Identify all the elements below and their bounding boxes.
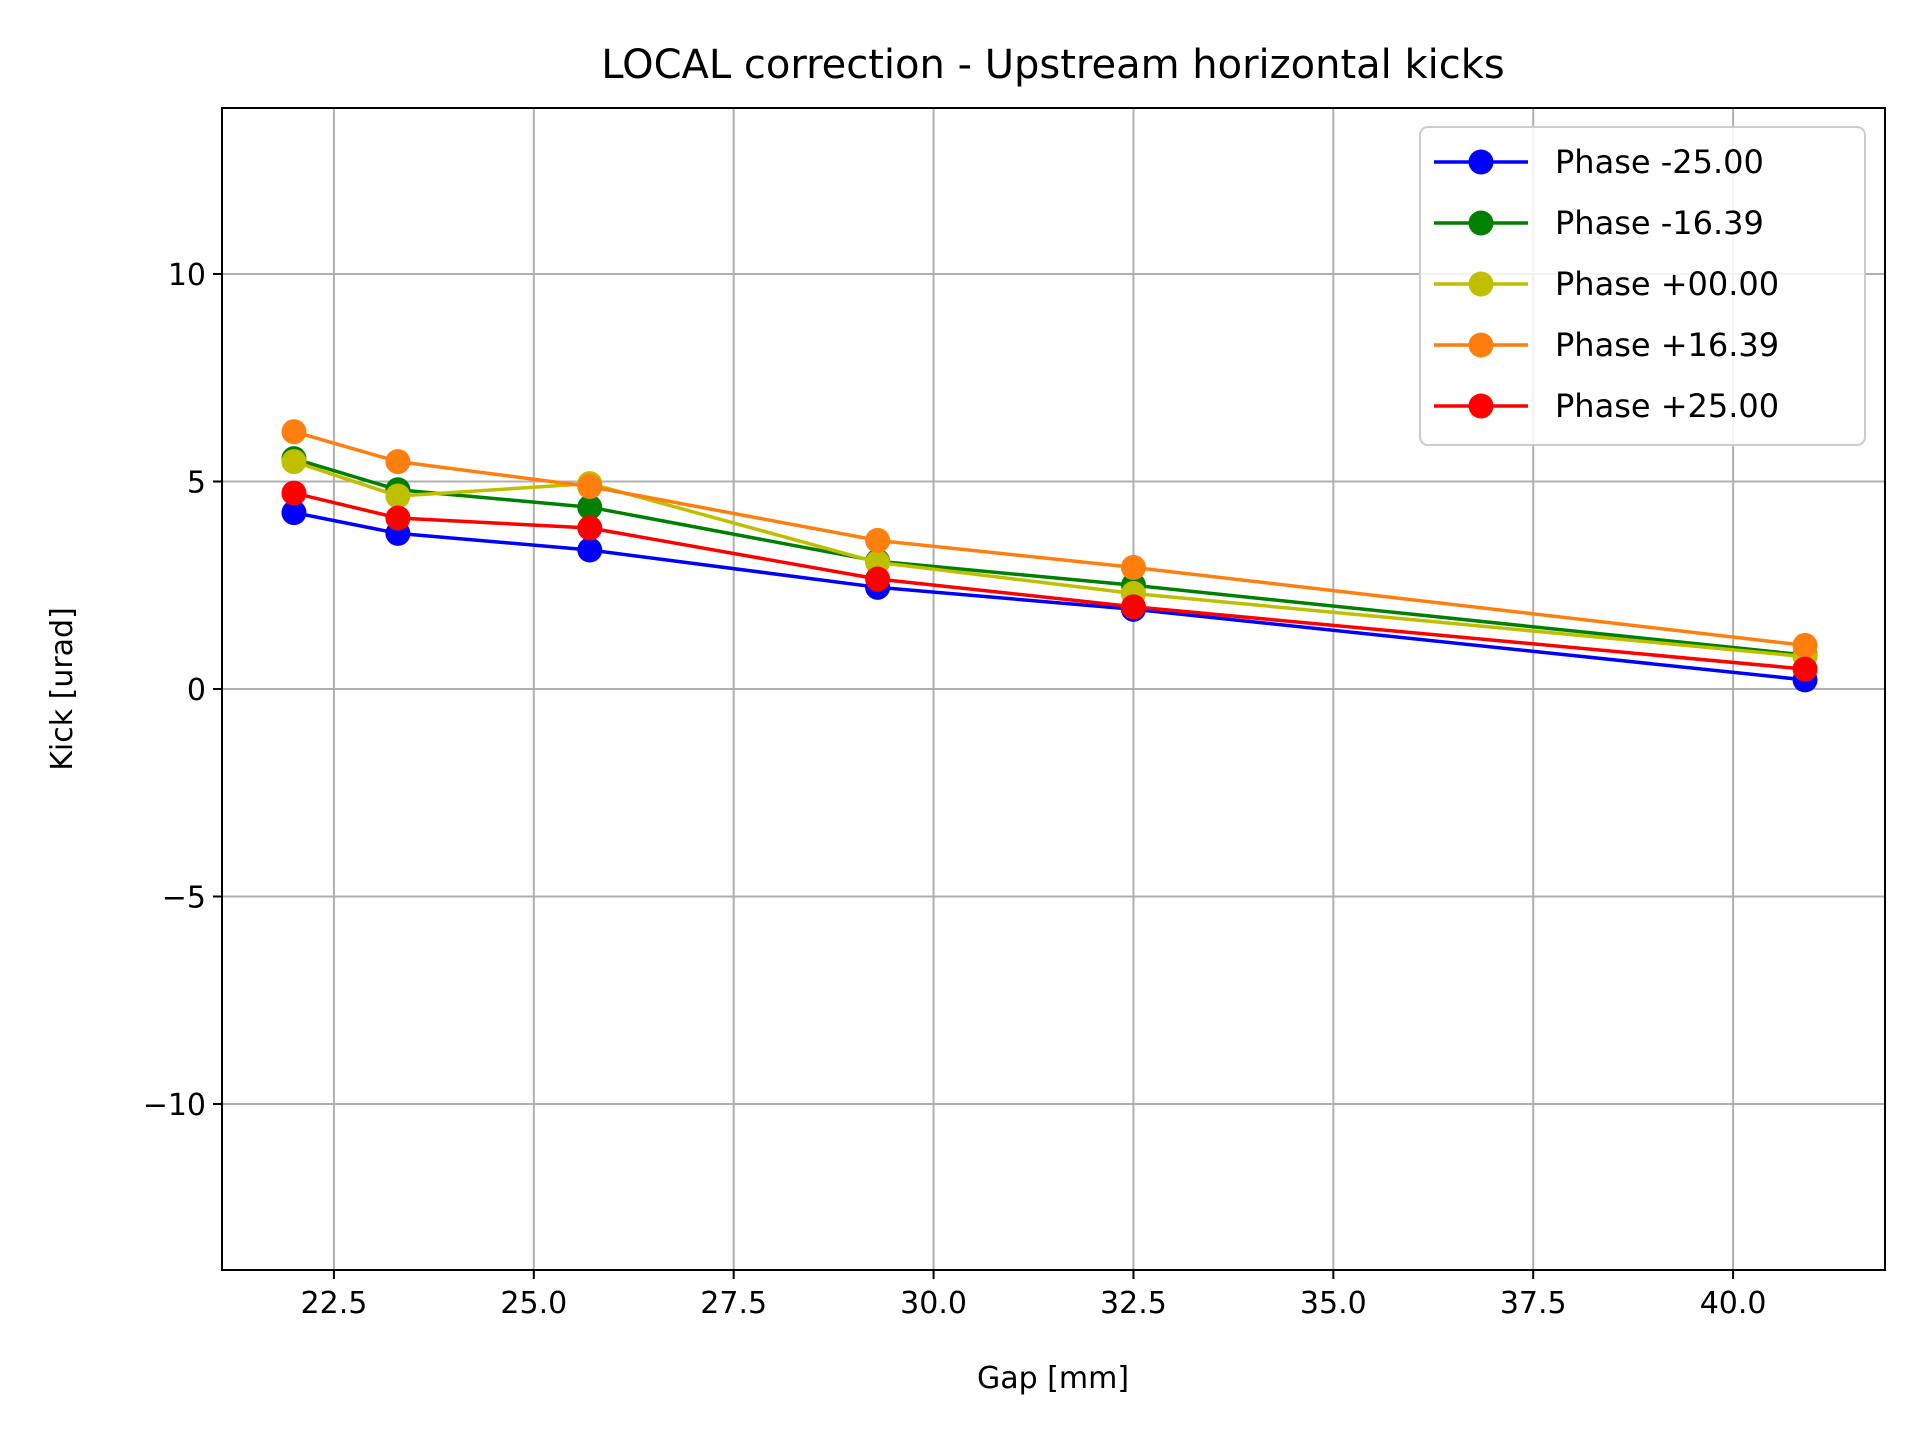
data-point: [385, 505, 411, 531]
legend-marker: [1468, 271, 1494, 297]
legend: Phase -25.00 Phase -16.39 Phase +00.00 Phas…: [1419, 126, 1866, 446]
data-point: [1792, 656, 1818, 682]
data-point: [577, 537, 603, 563]
series-line: [293, 459, 1806, 659]
chart-title: LOCAL correction - Upstream horizontal k…: [601, 42, 1505, 88]
data-point: [1120, 554, 1146, 580]
data-point: [1792, 632, 1818, 658]
series-line: [293, 430, 1806, 648]
ticks: 22.5 25.0 27.5 30.0 32.5 35.0 37.5 40.0 −10 −5 0 5 1…: [143, 258, 1767, 1321]
data-point: [577, 515, 603, 541]
data-point: [281, 500, 307, 526]
data-point: [281, 480, 307, 506]
y-tick-label: −5: [162, 881, 206, 916]
x-tick-label: 25.0: [500, 1286, 567, 1321]
legend-marker: [1468, 332, 1494, 358]
series-layer: [281, 419, 1818, 693]
data-point: [577, 494, 603, 520]
x-tick-label: 37.5: [1500, 1286, 1567, 1321]
legend-item: Phase +25.00: [1434, 387, 1779, 425]
y-axis-label: Kick [urad]: [45, 607, 80, 771]
legend-frame: [1419, 126, 1866, 446]
legend-item: Phase +00.00: [1434, 265, 1779, 303]
y-tick-label: 0: [187, 673, 206, 708]
legend-items: Phase -25.00 Phase -16.39 Phase +00.00 Phas…: [1434, 143, 1779, 425]
legend-label: Phase +00.00: [1555, 265, 1779, 303]
data-point: [385, 449, 411, 475]
legend-label: Phase +16.39: [1555, 326, 1779, 364]
x-tick-label: 22.5: [301, 1286, 368, 1321]
legend-item: Phase +16.39: [1434, 326, 1779, 364]
y-tick-label: 10: [168, 258, 206, 293]
y-tick-label: −10: [143, 1088, 206, 1123]
series-line: [293, 491, 1806, 671]
legend-marker: [1468, 393, 1494, 419]
data-point: [281, 419, 307, 445]
x-tick-label: 40.0: [1700, 1286, 1767, 1321]
series-group: [281, 480, 1818, 682]
x-tick-label: 35.0: [1300, 1286, 1367, 1321]
data-point: [281, 449, 307, 475]
legend-marker: [1468, 149, 1494, 175]
y-tick-label: 5: [187, 466, 206, 501]
x-tick-label: 32.5: [1100, 1286, 1167, 1321]
legend-item: Phase -16.39: [1434, 204, 1764, 242]
x-tick-label: 27.5: [700, 1286, 767, 1321]
data-point: [577, 473, 603, 499]
data-point: [865, 527, 891, 553]
series-line: [293, 457, 1806, 657]
x-tick-label: 30.0: [900, 1286, 967, 1321]
legend-label: Phase -25.00: [1555, 143, 1764, 181]
legend-marker: [1468, 210, 1494, 236]
series-group: [281, 419, 1818, 658]
legend-label: Phase -16.39: [1555, 204, 1764, 242]
x-axis-label: Gap [mm]: [977, 1361, 1129, 1396]
data-point: [385, 483, 411, 509]
data-point: [865, 566, 891, 592]
series-line: [293, 510, 1806, 682]
data-point: [1120, 594, 1146, 620]
legend-label: Phase +25.00: [1555, 387, 1779, 425]
legend-item: Phase -25.00: [1434, 143, 1764, 181]
